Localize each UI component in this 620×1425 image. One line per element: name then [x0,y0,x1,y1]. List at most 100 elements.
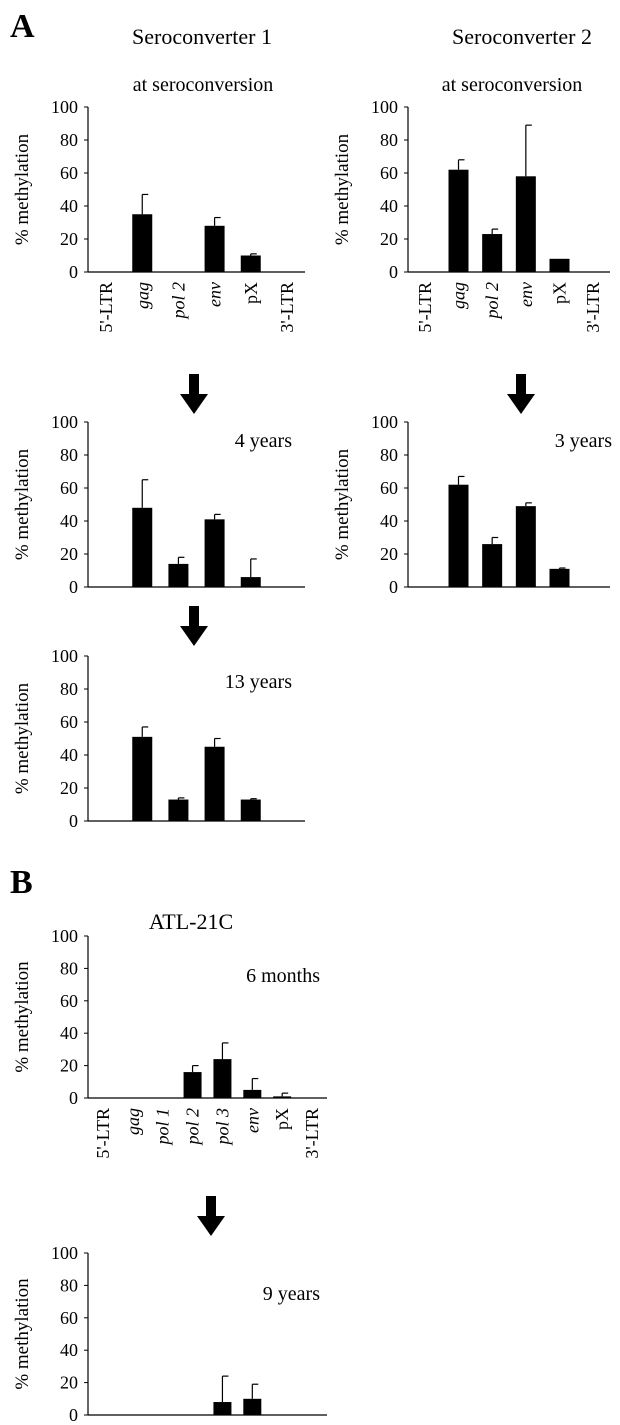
y-tick-label: 0 [69,1088,78,1108]
x-tick-label: gag [132,282,152,309]
y-tick-label: 0 [69,262,78,282]
y-tick-label: 20 [60,778,78,798]
bar-pX [240,799,261,821]
x-tick-label: env [205,282,225,307]
x-tick-label: gag [449,282,469,309]
y-tick-label: 80 [60,958,78,978]
bar-pX [549,568,570,587]
atl-21c-title: ATL-21C [148,909,234,934]
x-tick-label: pol 3 [212,1108,232,1147]
y-axis-label: % methylation [12,133,33,245]
x-tick-label: pol 2 [168,282,188,321]
x-tick-label: pX [272,1108,292,1130]
y-tick-label: 40 [380,511,398,531]
y-tick-label: 40 [380,196,398,216]
y-axis-label: % methylation [332,133,353,245]
chart-s1-seroconversion: 0 20 40 60 80 100 % methylation 5'-LTR gag pol 2 e… [12,97,305,333]
y-tick-label: 40 [60,1340,78,1360]
bar-env [204,746,225,821]
x-tick-label: env [516,282,536,307]
x-tick-label: 5'-LTR [415,282,435,333]
y-tick-label: 80 [60,445,78,465]
timepoint-label: 4 years [235,430,292,452]
y-tick-label: 60 [60,712,78,732]
x-tick-label: env [242,1108,262,1133]
y-tick-label: 20 [60,229,78,249]
y-tick-label: 60 [60,1308,78,1328]
y-tick-label: 80 [380,130,398,150]
y-tick-label: 100 [51,646,78,666]
seroconverter-1-subtitle: at seroconversion [132,74,274,96]
x-tick-label: pX [550,282,570,304]
x-tick-label: 3'-LTR [277,282,297,333]
bar-pol 2 [482,234,503,272]
bar-pol 3 [213,1059,232,1098]
seroconverter-2-subtitle: at seroconversion [441,74,583,96]
bar-pol 3 [213,1402,232,1415]
x-tick-label: 3'-LTR [302,1108,322,1159]
y-tick-label: 100 [371,412,398,432]
y-tick-label: 0 [389,262,398,282]
timepoint-label: 13 years [225,671,292,693]
y-tick-label: 20 [380,229,398,249]
y-tick-label: 40 [60,196,78,216]
y-axis-label: % methylation [12,448,33,560]
y-tick-label: 100 [371,97,398,117]
y-tick-label: 40 [60,511,78,531]
y-axis-label: % methylation [12,682,33,794]
bar-pX [273,1096,292,1098]
y-axis-label: % methylation [332,448,353,560]
chart-atl-9years: 0 20 40 60 80 100 % methylation 9 years [12,1243,327,1425]
x-tick-label: gag [123,1108,143,1135]
y-tick-label: 0 [69,1405,78,1425]
bar-gag [132,214,153,272]
x-tick-label: pol 2 [482,282,502,321]
y-tick-label: 100 [51,97,78,117]
down-arrow-icon [197,1196,225,1236]
y-tick-label: 20 [380,544,398,564]
bar-pol 2 [183,1072,202,1098]
x-tick-label: pX [241,282,261,304]
y-axis-label: % methylation [12,961,33,1073]
down-arrow-icon [180,374,208,414]
y-tick-label: 20 [60,544,78,564]
y-axis-label: % methylation [12,1278,33,1390]
bar-env [204,225,225,272]
bar-env [243,1089,262,1098]
y-tick-label: 0 [69,577,78,597]
bar-gag [132,736,153,821]
seroconverter-2-title: Seroconverter 2 [452,24,592,49]
bar-pol 2 [168,799,189,821]
y-tick-label: 60 [380,163,398,183]
y-tick-label: 100 [51,1243,78,1263]
bar-pol 2 [482,544,503,587]
seroconverter-1-title: Seroconverter 1 [132,24,272,49]
bar-pX [240,255,261,272]
bar-env [204,519,225,587]
y-tick-label: 20 [60,1056,78,1076]
x-tick-label: 5'-LTR [93,1108,113,1159]
chart-s1-4years: 0 20 40 60 80 100 % methylation 4 years [12,412,305,597]
y-tick-label: 0 [69,811,78,831]
down-arrow-icon [507,374,535,414]
y-tick-label: 100 [51,926,78,946]
y-tick-label: 100 [51,412,78,432]
panel-b-label: B [10,864,33,901]
chart-atl-6months: 0 20 40 60 80 100 % methylation 5'-LTR gag pol 1 p… [12,926,327,1159]
y-tick-label: 40 [60,1023,78,1043]
y-tick-label: 80 [60,679,78,699]
chart-s1-13years: 0 20 40 60 80 100 % methylation 13 years [12,646,305,831]
x-tick-label: pol 1 [153,1108,173,1147]
y-tick-label: 40 [60,745,78,765]
y-tick-label: 60 [60,478,78,498]
y-tick-label: 60 [60,163,78,183]
down-arrow-icon [180,606,208,646]
bar-pX [549,258,570,272]
bar-env [515,506,536,587]
chart-s2-seroconversion: 0 20 40 60 80 100 % methylation 5'-LTR gag pol 2 e… [332,97,610,333]
bar-env [243,1398,262,1415]
y-tick-label: 80 [380,445,398,465]
x-tick-label: pol 2 [183,1108,203,1147]
bar-gag [448,484,469,587]
timepoint-label: 3 years [555,430,612,452]
